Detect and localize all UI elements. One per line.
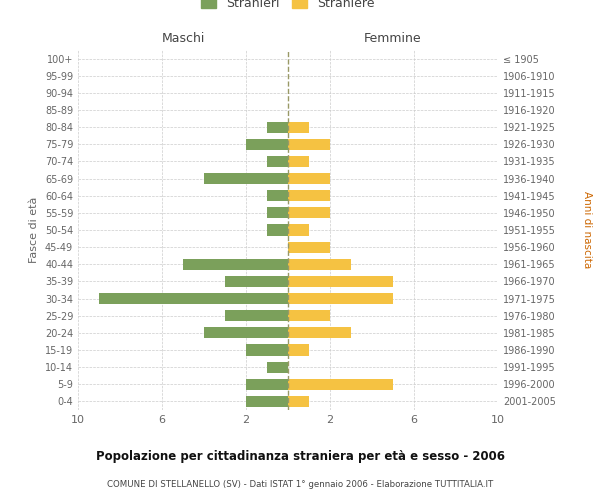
Bar (288, 276, 393, 287)
Bar (204, 173, 288, 184)
Bar (246, 138, 288, 150)
Bar (288, 293, 393, 304)
Bar (288, 344, 309, 356)
Bar (288, 156, 309, 167)
Bar (288, 258, 351, 270)
Bar (246, 344, 288, 356)
Y-axis label: Fasce di età: Fasce di età (29, 197, 39, 263)
Bar (204, 328, 288, 338)
Bar (288, 396, 309, 407)
Bar (288, 190, 330, 202)
Bar (246, 396, 288, 407)
Bar (267, 122, 288, 132)
Bar (288, 328, 351, 338)
Bar (267, 208, 288, 218)
Bar (225, 276, 288, 287)
Text: Anni di nascita: Anni di nascita (582, 192, 592, 268)
Bar (288, 122, 309, 132)
Bar (288, 310, 330, 322)
Bar (288, 242, 330, 252)
Bar (288, 138, 330, 150)
Bar (99, 293, 288, 304)
Bar (267, 224, 288, 235)
Bar (246, 378, 288, 390)
Bar (267, 156, 288, 167)
Bar (183, 258, 288, 270)
Text: COMUNE DI STELLANELLO (SV) - Dati ISTAT 1° gennaio 2006 - Elaborazione TUTTITALI: COMUNE DI STELLANELLO (SV) - Dati ISTAT … (107, 480, 493, 489)
Bar (288, 173, 330, 184)
Legend: Stranieri, Straniere: Stranieri, Straniere (196, 0, 380, 16)
Text: Maschi: Maschi (161, 32, 205, 45)
Bar (288, 378, 393, 390)
Bar (288, 208, 330, 218)
Bar (267, 362, 288, 372)
Bar (288, 224, 309, 235)
Text: Popolazione per cittadinanza straniera per età e sesso - 2006: Popolazione per cittadinanza straniera p… (95, 450, 505, 463)
Bar (267, 190, 288, 202)
Text: Femmine: Femmine (364, 32, 422, 45)
Bar (225, 310, 288, 322)
